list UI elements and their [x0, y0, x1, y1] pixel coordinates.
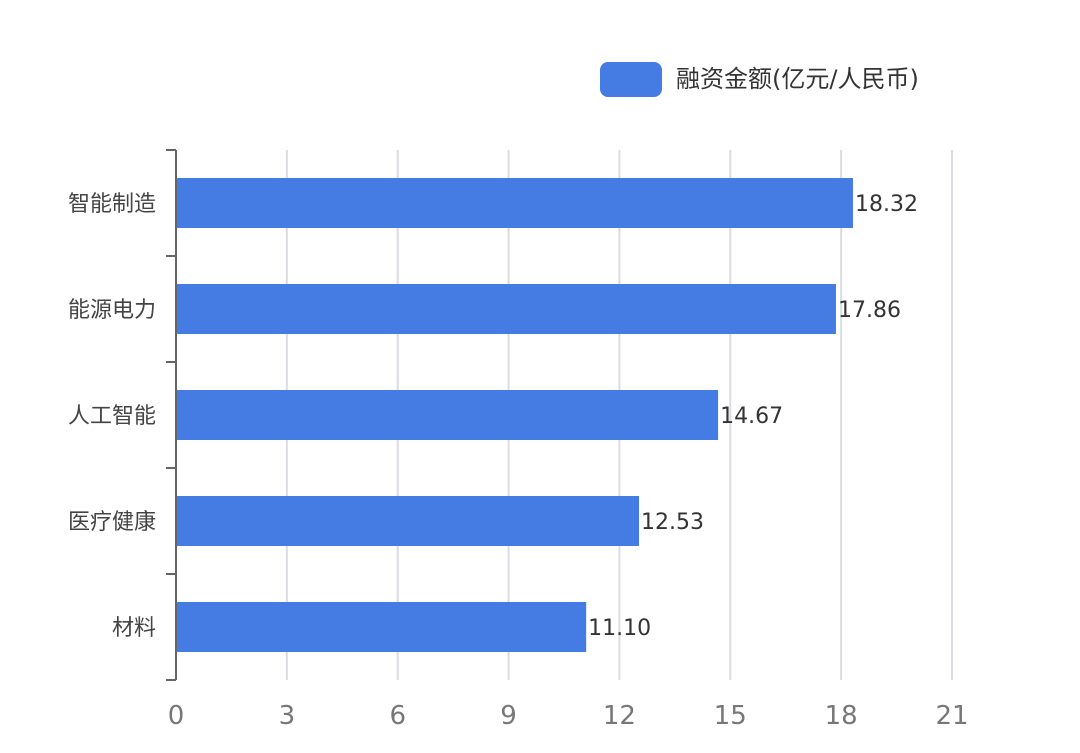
bar: [176, 178, 853, 228]
x-tick-label: 0: [168, 701, 185, 731]
legend: 融资金额(亿元/人民币): [600, 62, 919, 97]
x-tick-label: 6: [389, 701, 406, 731]
value-label: 12.53: [641, 510, 704, 535]
category-label: 人工智能: [68, 404, 156, 429]
x-tick-label: 21: [935, 701, 968, 731]
axes: [166, 149, 177, 681]
x-tick-label: 9: [500, 701, 517, 731]
bar: [176, 496, 640, 546]
category-label: 智能制造: [68, 192, 156, 217]
category-label: 医疗健康: [68, 510, 156, 535]
value-label: 18.32: [855, 192, 918, 217]
value-label: 17.86: [838, 298, 901, 323]
x-tick-label: 12: [603, 701, 636, 731]
bar: [176, 602, 587, 652]
legend-swatch: [600, 62, 662, 97]
category-label: 能源电力: [68, 298, 156, 323]
legend-label: 融资金额(亿元/人民币): [676, 65, 919, 93]
x-tick-label: 18: [825, 701, 858, 731]
labels: 0 3 6 9 12 15 18 21 智能制造 18.32 能源电力 17.86 人工智能 14.67 医…: [68, 192, 969, 731]
x-tick-label: 15: [714, 701, 747, 731]
value-label: 11.10: [588, 616, 651, 641]
bar: [176, 390, 719, 440]
x-tick-label: 3: [279, 701, 296, 731]
value-label: 14.67: [720, 404, 783, 429]
bars: [176, 178, 853, 652]
bar: [176, 284, 836, 334]
category-label: 材料: [112, 616, 156, 641]
